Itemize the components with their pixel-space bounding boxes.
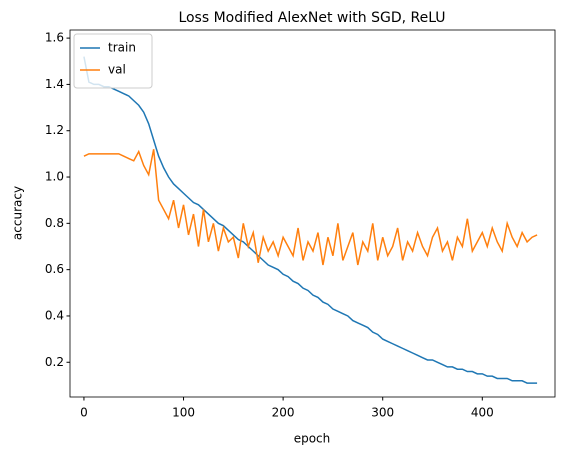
x-axis-label: epoch [294, 432, 331, 446]
x-tick-label: 100 [172, 406, 195, 420]
y-tick-label: 1.2 [45, 123, 64, 137]
plot-frame [69, 29, 556, 398]
y-tick-label: 1.6 [45, 31, 64, 45]
y-tick-label: 1.4 [45, 77, 64, 91]
x-tick-label: 200 [272, 406, 295, 420]
y-tick-label: 0.6 [45, 262, 64, 276]
series-line [83, 149, 538, 266]
y-tick-label: 1.0 [45, 170, 64, 184]
x-tick-label: 400 [471, 406, 494, 420]
y-tick-label: 0.8 [45, 216, 64, 230]
legend-label: train [108, 41, 136, 55]
x-tick-label: 300 [371, 406, 394, 420]
y-tick-label: 0.4 [45, 308, 64, 322]
y-axis-label: accuracy [11, 186, 25, 240]
x-tick-label: 0 [80, 406, 88, 420]
chart-title: Loss Modified AlexNet with SGD, ReLU [178, 10, 445, 26]
series-line [83, 56, 538, 384]
y-tick-label: 0.2 [45, 355, 64, 369]
legend-label: val [108, 63, 126, 77]
